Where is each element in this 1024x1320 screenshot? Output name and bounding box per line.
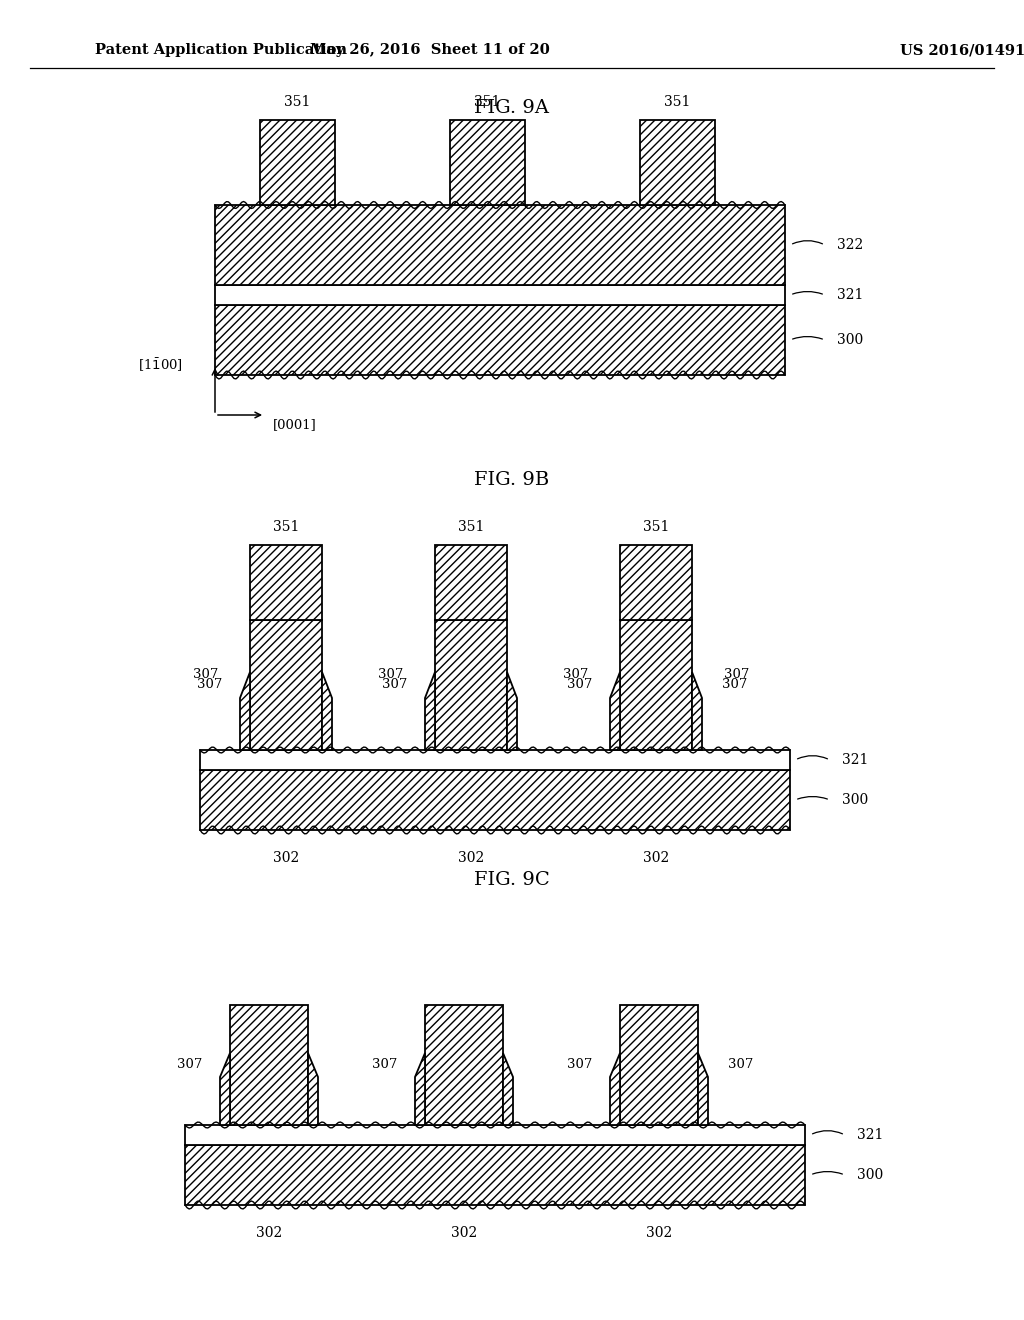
Text: FIG. 9B: FIG. 9B [474, 471, 550, 488]
Bar [435, 620, 507, 750]
Bar [620, 545, 692, 620]
Bar [200, 770, 790, 830]
Text: 307: 307 [176, 1059, 202, 1072]
Text: 307: 307 [724, 668, 750, 681]
Text: 307: 307 [378, 668, 403, 681]
Bar [435, 545, 507, 620]
Polygon shape [503, 1053, 513, 1125]
Polygon shape [415, 1053, 425, 1125]
Text: 302: 302 [272, 851, 299, 865]
Bar [450, 120, 525, 205]
Text: 307: 307 [722, 678, 748, 692]
Bar [250, 545, 322, 620]
Bar [200, 750, 790, 770]
Text: 321: 321 [842, 752, 868, 767]
Bar [230, 1005, 308, 1125]
Polygon shape [692, 672, 702, 750]
Text: 307: 307 [728, 1059, 754, 1072]
Text: 307: 307 [566, 678, 592, 692]
Bar [425, 1005, 503, 1125]
Bar [640, 120, 715, 205]
Bar [260, 120, 335, 205]
Bar [215, 205, 785, 285]
Text: 302: 302 [451, 1226, 477, 1239]
Text: 322: 322 [837, 238, 863, 252]
Text: 302: 302 [643, 851, 669, 865]
Text: 302: 302 [256, 1226, 283, 1239]
Text: 307: 307 [193, 668, 218, 681]
Text: 351: 351 [272, 520, 299, 535]
Polygon shape [308, 1053, 318, 1125]
Text: 351: 351 [285, 95, 310, 110]
Text: 321: 321 [837, 288, 863, 302]
Text: 300: 300 [857, 1168, 884, 1181]
Polygon shape [322, 672, 332, 750]
Text: 300: 300 [837, 333, 863, 347]
Text: 307: 307 [382, 678, 407, 692]
Text: Patent Application Publication: Patent Application Publication [95, 44, 347, 57]
Text: 302: 302 [458, 851, 484, 865]
Text: 300: 300 [842, 793, 868, 807]
Bar [185, 1125, 805, 1144]
Text: 307: 307 [566, 1059, 592, 1072]
Text: 321: 321 [857, 1129, 884, 1142]
Text: 302: 302 [646, 1226, 672, 1239]
Text: [1$\mathsf{\bar{1}}$00]: [1$\mathsf{\bar{1}}$00] [138, 356, 183, 374]
Text: 307: 307 [372, 1059, 397, 1072]
Text: 351: 351 [665, 95, 690, 110]
Text: 307: 307 [197, 678, 222, 692]
Text: 351: 351 [643, 520, 670, 535]
Bar [215, 285, 785, 305]
Text: [0001]: [0001] [273, 418, 316, 432]
Text: FIG. 9C: FIG. 9C [474, 871, 550, 888]
Bar [185, 1144, 805, 1205]
Text: US 2016/0149118 A1: US 2016/0149118 A1 [900, 44, 1024, 57]
Bar [215, 305, 785, 375]
Text: 307: 307 [562, 668, 588, 681]
Text: 351: 351 [474, 95, 501, 110]
Text: May 26, 2016  Sheet 11 of 20: May 26, 2016 Sheet 11 of 20 [310, 44, 550, 57]
Polygon shape [698, 1053, 708, 1125]
Bar [620, 620, 692, 750]
Text: 351: 351 [458, 520, 484, 535]
Bar [250, 620, 322, 750]
Polygon shape [425, 672, 435, 750]
Polygon shape [220, 1053, 230, 1125]
Bar [620, 1005, 698, 1125]
Polygon shape [610, 1053, 620, 1125]
Polygon shape [507, 672, 517, 750]
Text: FIG. 9A: FIG. 9A [474, 99, 550, 117]
Polygon shape [240, 672, 250, 750]
Polygon shape [610, 672, 620, 750]
